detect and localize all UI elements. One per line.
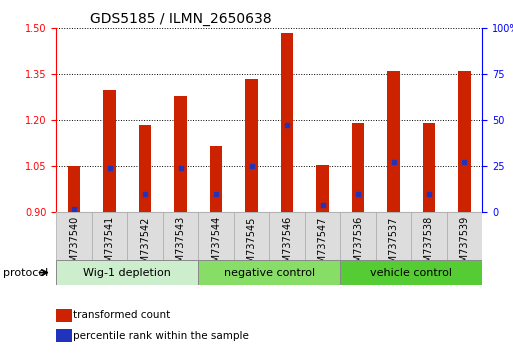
- Text: GSM737547: GSM737547: [318, 216, 327, 276]
- Text: GSM737537: GSM737537: [388, 216, 399, 276]
- Text: transformed count: transformed count: [73, 310, 171, 320]
- Bar: [340, 260, 482, 285]
- Bar: [234, 212, 269, 260]
- Bar: [199, 212, 234, 260]
- Text: GSM737539: GSM737539: [460, 216, 469, 275]
- Bar: [104, 90, 116, 212]
- Text: GSM737544: GSM737544: [211, 216, 221, 275]
- Bar: [245, 79, 258, 212]
- Text: GSM737538: GSM737538: [424, 216, 434, 275]
- Bar: [340, 212, 376, 260]
- Bar: [92, 212, 127, 260]
- Bar: [163, 212, 199, 260]
- Bar: [56, 329, 72, 342]
- Text: protocol: protocol: [3, 268, 48, 278]
- Bar: [174, 96, 187, 212]
- Text: GSM737540: GSM737540: [69, 216, 79, 275]
- Bar: [376, 212, 411, 260]
- Bar: [352, 124, 364, 212]
- Bar: [423, 124, 435, 212]
- Bar: [56, 260, 199, 285]
- Bar: [127, 212, 163, 260]
- Bar: [68, 166, 81, 212]
- Text: GDS5185 / ILMN_2650638: GDS5185 / ILMN_2650638: [90, 12, 272, 26]
- Text: Wig-1 depletion: Wig-1 depletion: [84, 268, 171, 278]
- Bar: [139, 125, 151, 212]
- Text: vehicle control: vehicle control: [370, 268, 452, 278]
- Bar: [387, 71, 400, 212]
- Text: percentile rank within the sample: percentile rank within the sample: [73, 331, 249, 341]
- Bar: [56, 309, 72, 322]
- Text: negative control: negative control: [224, 268, 315, 278]
- Text: GSM737545: GSM737545: [247, 216, 256, 276]
- Bar: [447, 212, 482, 260]
- Bar: [458, 71, 471, 212]
- Text: GSM737546: GSM737546: [282, 216, 292, 275]
- Bar: [281, 33, 293, 212]
- Bar: [269, 212, 305, 260]
- Text: GSM737536: GSM737536: [353, 216, 363, 275]
- Text: GSM737541: GSM737541: [105, 216, 114, 275]
- Bar: [56, 212, 92, 260]
- Bar: [411, 212, 447, 260]
- Text: GSM737543: GSM737543: [175, 216, 186, 275]
- Bar: [199, 260, 340, 285]
- Bar: [305, 212, 340, 260]
- Text: GSM737542: GSM737542: [140, 216, 150, 276]
- Bar: [210, 147, 222, 212]
- Bar: [317, 165, 329, 212]
